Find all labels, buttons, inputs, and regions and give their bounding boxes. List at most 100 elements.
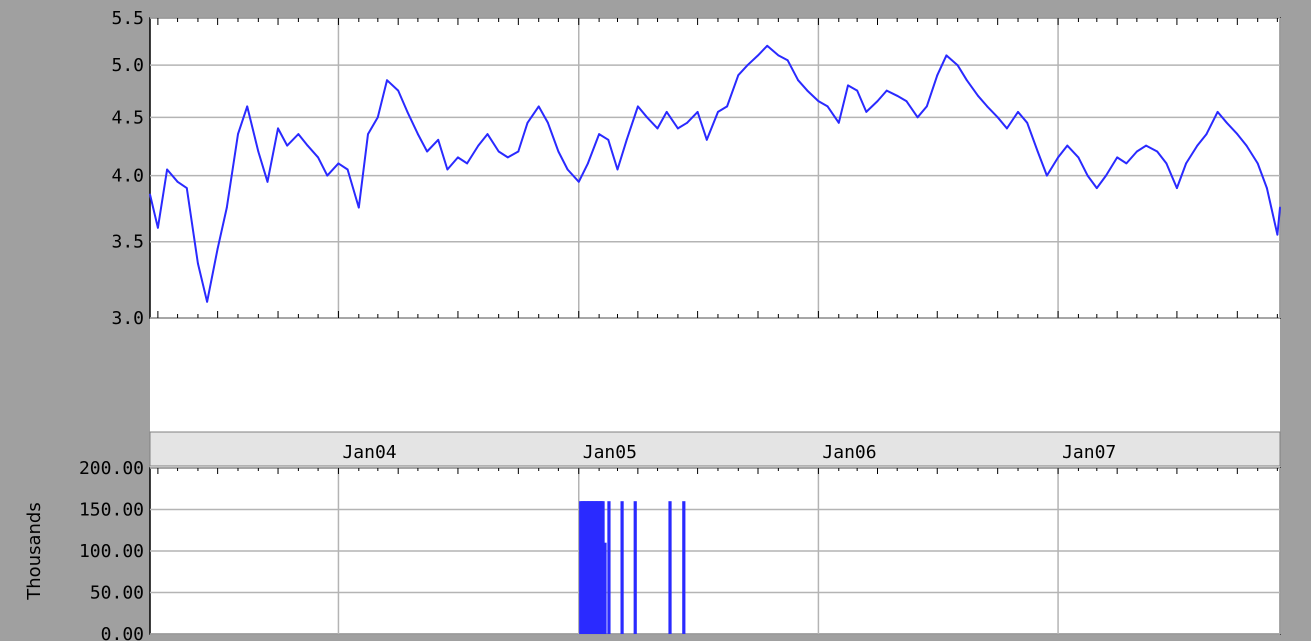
price-point-8 bbox=[225, 206, 228, 209]
plot-background bbox=[150, 18, 1280, 634]
plot-area bbox=[149, 44, 1281, 634]
price-point-36 bbox=[506, 156, 509, 159]
price-point-59 bbox=[737, 74, 740, 77]
price-point-62 bbox=[766, 44, 769, 47]
price-point-10 bbox=[246, 105, 249, 108]
price-point-65 bbox=[797, 79, 799, 82]
price-point-16 bbox=[306, 144, 309, 147]
price-point-56 bbox=[705, 138, 708, 141]
price-point-100 bbox=[1145, 144, 1147, 147]
price-point-37 bbox=[517, 150, 520, 153]
price-point-87 bbox=[1017, 110, 1019, 113]
price-point-80 bbox=[945, 54, 948, 57]
price-point-5 bbox=[197, 262, 199, 265]
price-point-20 bbox=[346, 168, 349, 171]
price-point-13 bbox=[277, 127, 279, 130]
price-point-86 bbox=[1005, 127, 1008, 130]
price-point-4 bbox=[185, 187, 188, 190]
price-point-110 bbox=[1245, 144, 1248, 147]
axis-labels: Jan04 Jan05 Jan06 Jan07 3.0 3.5 4.0 4.5 5.0 5.5 0.… bbox=[24, 8, 1278, 641]
price-point-109 bbox=[1236, 133, 1239, 135]
x-tick-label-0: Jan04 bbox=[342, 442, 396, 463]
price-point-97 bbox=[1116, 156, 1119, 159]
price-point-66 bbox=[806, 89, 809, 92]
price-point-23 bbox=[376, 116, 379, 119]
price-point-89 bbox=[1036, 150, 1039, 153]
price-point-48 bbox=[625, 138, 628, 141]
price-point-102 bbox=[1165, 162, 1168, 165]
price-point-94 bbox=[1086, 174, 1089, 177]
price-point-61 bbox=[757, 54, 759, 57]
price-point-88 bbox=[1026, 121, 1029, 124]
price-point-75 bbox=[896, 94, 899, 97]
price-point-78 bbox=[925, 105, 928, 108]
x-tick-label-1: Jan05 bbox=[583, 442, 637, 463]
price-point-71 bbox=[856, 89, 859, 92]
price-point-9 bbox=[237, 133, 239, 135]
price-point-6 bbox=[206, 300, 209, 303]
price-point-68 bbox=[826, 105, 829, 108]
price-point-17 bbox=[317, 156, 319, 159]
price-point-92 bbox=[1066, 144, 1069, 147]
price-point-25 bbox=[397, 89, 400, 92]
price-point-28 bbox=[426, 150, 428, 153]
price-point-34 bbox=[486, 133, 489, 135]
price-point-45 bbox=[598, 133, 601, 135]
price-point-103 bbox=[1176, 187, 1178, 190]
volume-y-tick-4: 200.00 bbox=[79, 458, 144, 479]
price-point-96 bbox=[1105, 174, 1107, 177]
price-point-18 bbox=[326, 174, 329, 177]
price-point-39 bbox=[537, 105, 540, 108]
price-point-31 bbox=[457, 156, 459, 159]
price-point-57 bbox=[717, 110, 719, 113]
price-point-35 bbox=[497, 150, 500, 153]
price-point-107 bbox=[1216, 110, 1219, 113]
price-point-70 bbox=[847, 84, 849, 87]
price-point-33 bbox=[477, 144, 480, 147]
price-point-40 bbox=[546, 121, 549, 124]
price-point-104 bbox=[1185, 162, 1188, 165]
price-point-41 bbox=[557, 150, 560, 153]
date-band bbox=[149, 431, 1281, 467]
price-point-49 bbox=[636, 105, 639, 108]
price-point-44 bbox=[587, 162, 589, 165]
price-point-108 bbox=[1225, 121, 1228, 124]
price-y-tick-4: 5.0 bbox=[111, 55, 144, 76]
price-point-42 bbox=[566, 168, 569, 171]
price-point-81 bbox=[956, 64, 959, 67]
price-point-24 bbox=[386, 79, 388, 82]
price-point-83 bbox=[977, 94, 979, 97]
price-point-84 bbox=[986, 105, 989, 108]
price-point-64 bbox=[786, 59, 789, 62]
price-point-47 bbox=[616, 168, 619, 171]
price-point-58 bbox=[726, 105, 729, 108]
volume-bar-21 bbox=[633, 501, 637, 634]
price-point-76 bbox=[905, 100, 908, 102]
volume-bar-18 bbox=[603, 542, 607, 634]
x-tick-label-3: Jan07 bbox=[1062, 442, 1116, 463]
price-point-11 bbox=[257, 150, 260, 153]
price-point-74 bbox=[885, 89, 888, 92]
price-point-98 bbox=[1125, 162, 1128, 165]
x-tick-label-2: Jan06 bbox=[822, 442, 876, 463]
volume-bar-22 bbox=[668, 501, 672, 634]
price-point-2 bbox=[166, 168, 168, 171]
price-point-46 bbox=[607, 138, 610, 141]
volume-bar-19 bbox=[607, 501, 611, 634]
price-point-19 bbox=[337, 162, 340, 165]
price-point-77 bbox=[916, 116, 919, 119]
price-point-51 bbox=[656, 127, 659, 130]
price-point-38 bbox=[526, 121, 529, 124]
price-point-12 bbox=[266, 180, 269, 183]
price-point-101 bbox=[1156, 150, 1159, 153]
volume-bar-17 bbox=[601, 501, 605, 634]
volume-y-tick-0: 0.00 bbox=[101, 624, 144, 641]
price-point-7 bbox=[216, 247, 219, 250]
volume-y-tick-3: 150.00 bbox=[79, 500, 144, 521]
price-point-30 bbox=[446, 168, 449, 171]
price-y-tick-1: 3.5 bbox=[111, 232, 144, 253]
volume-bar-23 bbox=[682, 501, 686, 634]
price-point-91 bbox=[1057, 156, 1059, 159]
